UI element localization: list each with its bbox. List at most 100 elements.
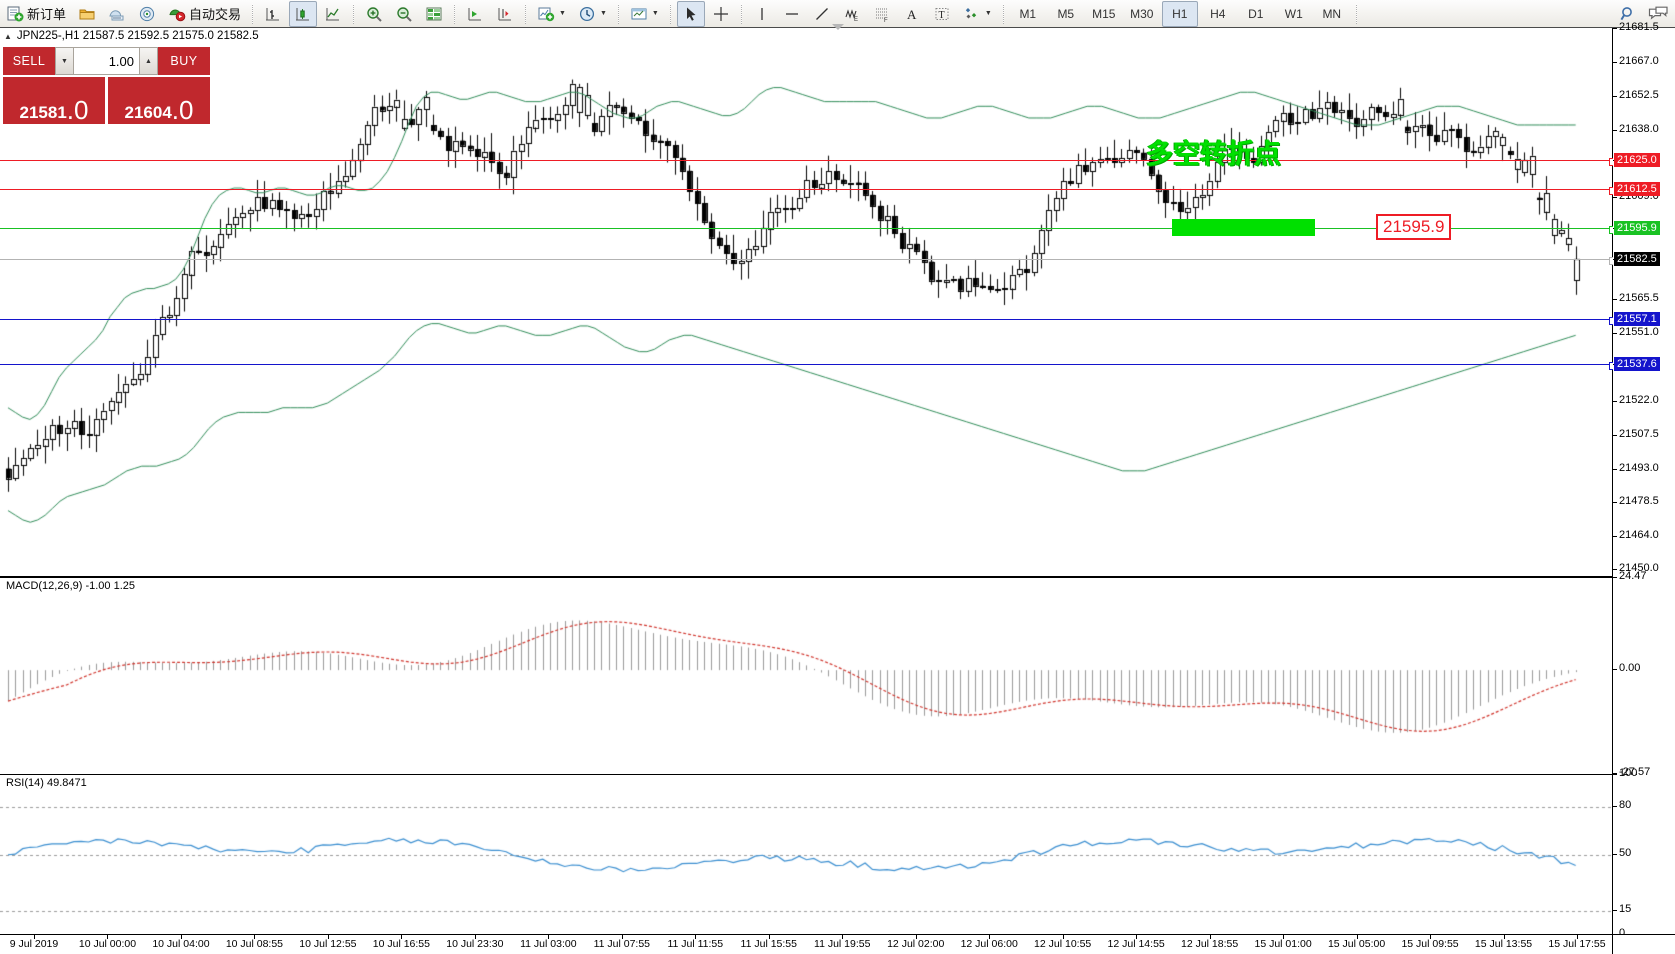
timeframe-m15[interactable]: M15 [1092,6,1116,21]
timeframe-h4[interactable]: H4 [1210,6,1226,21]
macd-canvas[interactable] [0,578,1613,774]
support-line-21537[interactable] [0,362,1613,371]
auto-scroll-button[interactable] [491,1,519,27]
trendline-button[interactable] [808,1,836,27]
crosshair-button[interactable] [707,1,735,27]
templates-button[interactable]: ▼ [625,1,664,27]
objects-button[interactable]: ▼ [958,1,997,27]
toolbar-overflow-arrow[interactable] [831,24,844,30]
price-callout-label[interactable]: 21595.9 [1376,214,1452,241]
time-axis[interactable]: 9 Jul 2019 10 Jul 00:00 10 Jul 04:00 10 Jul… [0,934,1613,954]
price-label-support[interactable]: 21557.1 [1614,311,1660,326]
sell-price-panel[interactable]: 21581 .0 [3,77,105,124]
folder-button[interactable] [73,1,101,27]
time-tick [1209,935,1211,939]
line-handle[interactable] [1609,158,1613,167]
timeframe-m30[interactable]: M30 [1130,6,1154,21]
price-label-current-bid[interactable]: 21595.9 [1614,221,1660,236]
macd-pane[interactable]: MACD(12,26,9) -1.00 1.25 [0,577,1613,775]
timeframe-w1[interactable]: W1 [1284,6,1303,21]
chevron-down-icon[interactable]: ▼ [984,10,992,17]
candlestick-chart-button[interactable] [289,0,318,27]
new-order-button[interactable]: 新订单 [1,1,71,27]
line-chart-button[interactable] [319,1,347,27]
volume-input[interactable]: 1.00 [74,47,139,75]
timeframe-m5[interactable]: M5 [1057,6,1075,21]
timeframe-h1[interactable]: H1 [1161,0,1198,27]
time-label: 11 Jul 03:00 [520,938,577,950]
collapse-arrow-icon[interactable]: ▲ [4,31,12,41]
support-line-21557[interactable] [0,316,1613,325]
volume-stepper[interactable]: ▼ 1.00 ▲ [55,47,158,75]
volume-increment-button[interactable]: ▲ [139,47,158,75]
indicators-button[interactable]: ▼ [532,1,571,27]
auto-trading-label: 自动交易 [189,7,242,22]
zoom-out-button[interactable] [390,1,418,27]
line-handle[interactable] [1609,316,1613,325]
sell-button[interactable]: SELL [3,47,55,75]
chart-area[interactable]: 多空转折点 21595.9 ▲ JPN225-,H1 21587.5 21592… [0,21,1675,954]
time-label: 11 Jul 07:55 [593,938,651,950]
chart-annotation-text[interactable]: 多空转折点 [1146,139,1281,170]
time-tick [1136,935,1138,939]
price-pane[interactable]: 多空转折点 21595.9 ▲ JPN225-,H1 21587.5 21592… [0,28,1613,577]
data-window-button[interactable] [420,1,448,27]
chevron-down-icon[interactable]: ▼ [599,10,607,17]
zoom-out-icon [395,5,413,23]
time-label: 12 Jul 06:00 [960,938,1018,950]
time-tick [254,935,256,939]
volume-decrement-button[interactable]: ▼ [55,47,74,75]
navigator-button[interactable] [133,1,161,27]
vertical-line-icon [753,5,771,23]
timeframe-mn[interactable]: MN [1322,6,1342,21]
vertical-line-button[interactable] [748,1,776,27]
last-price-line-21582[interactable] [0,257,1613,266]
horizontal-line-button[interactable] [778,1,806,27]
rsi-pane[interactable]: RSI(14) 49.8471 [0,774,1613,936]
price-canvas[interactable] [0,28,1613,576]
zoom-in-button[interactable] [360,1,388,27]
time-label: 9 Jul 2019 [9,938,59,950]
line-handle[interactable] [1609,257,1613,266]
timeframe-m1[interactable]: M1 [1019,6,1037,21]
buy-button[interactable]: BUY [158,47,210,75]
period-button[interactable]: ▼ [573,1,612,27]
price-label-last-price[interactable]: 21582.5 [1614,252,1660,267]
time-tick [1356,935,1358,939]
green-highlight-rectangle[interactable] [1172,219,1315,237]
price-scale[interactable]: 21681.521667.021652.521638.021625.021609… [1612,21,1675,939]
cursor-button[interactable] [676,0,705,27]
terminal-button[interactable] [103,1,131,27]
line-handle[interactable] [1609,362,1613,371]
chevron-down-icon[interactable]: ▼ [651,10,659,17]
time-tick [107,935,109,939]
line-handle[interactable] [1609,226,1613,235]
period-icon [578,5,596,23]
line-handle[interactable] [1609,187,1613,196]
shift-end-button[interactable] [461,1,489,27]
rsi-title: RSI(14) 49.8471 [4,777,89,789]
bar-chart-button[interactable] [259,1,287,27]
bid-line-21595[interactable] [0,226,1613,235]
time-label: 12 Jul 02:00 [887,938,945,950]
resistance-line-21625[interactable] [0,158,1613,167]
elliott-wave-button[interactable]: E [838,1,866,27]
toolbar-separator [617,3,619,24]
price-label-resistance[interactable]: 21612.5 [1614,182,1660,197]
price-label-resistance[interactable]: 21625.0 [1614,153,1660,168]
chevron-down-icon[interactable]: ▼ [559,10,566,17]
resistance-line-21612[interactable] [0,187,1613,196]
elliott-wave-icon: E [843,5,861,23]
time-tick [327,935,329,939]
one-click-trading-panel[interactable]: SELL ▼ 1.00 ▲ BUY 21581 .0 21604 [3,47,210,124]
text-label-button[interactable]: T [928,1,956,27]
search-icon[interactable] [1619,5,1637,23]
price-label-support[interactable]: 21537.6 [1614,357,1660,372]
timeframe-d1[interactable]: D1 [1248,6,1264,21]
chat-icon[interactable] [1647,5,1668,23]
text-button[interactable]: A [898,1,926,27]
buy-price-panel[interactable]: 21604 .0 [108,77,210,124]
auto-trading-button[interactable]: 自动交易 [163,1,246,27]
rsi-canvas[interactable] [0,775,1613,935]
fibonacci-button[interactable]: F [868,1,896,27]
